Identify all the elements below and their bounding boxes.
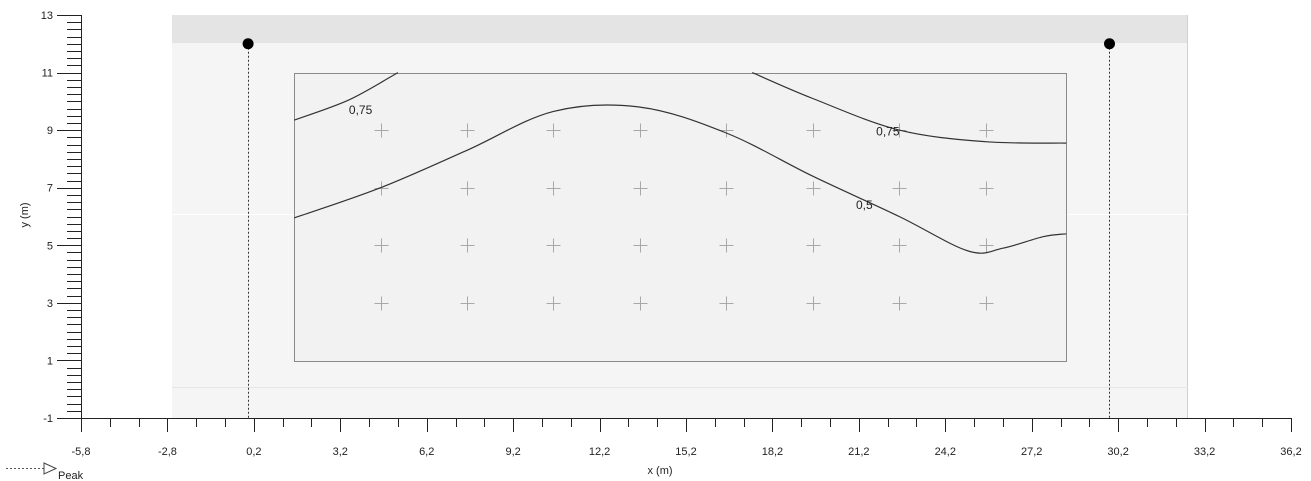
x-tick-label: 30,2: [1107, 446, 1128, 458]
y-tick-label: -1: [43, 413, 53, 425]
axes: -5,8 -2,8 0,2 3,2 6,2 9,2 12,2 15,2 18,2 21,2 24,2…: [41, 10, 1302, 458]
luminaire-0: [242, 38, 254, 50]
grid-point: [719, 296, 734, 311]
x-tick-label: 36,2: [1280, 446, 1301, 458]
grid-point: [546, 296, 561, 311]
grid-point: [979, 181, 994, 196]
x-tick-label: 18,2: [762, 446, 783, 458]
grid-point: [374, 181, 389, 196]
grid-point: [979, 296, 994, 311]
grid-point: [374, 296, 389, 311]
grid-point: [979, 238, 994, 253]
grid-point: [892, 296, 907, 311]
grid-point: [460, 181, 475, 196]
grid-point: [633, 123, 648, 138]
x-tick-label: 6,2: [419, 446, 434, 458]
grid-point: [892, 238, 907, 253]
y-tick-label: 5: [47, 240, 53, 252]
y-tick-label: 11: [42, 68, 53, 80]
isoline-0: [293, 72, 399, 121]
grid-point: [719, 238, 734, 253]
grid-point: [892, 181, 907, 196]
y-tick-label: 13: [41, 10, 53, 22]
x-tick-label: 12,2: [589, 446, 610, 458]
x-tick-label: 15,2: [675, 446, 696, 458]
grid-point: [806, 181, 821, 196]
grid-point: [460, 238, 475, 253]
isoline-1: [294, 104, 1067, 254]
y-axis-label: y (m): [19, 202, 31, 227]
grid-point: [719, 181, 734, 196]
calculation-grid-points: [374, 123, 994, 311]
x-axis-label: x (m): [647, 465, 672, 477]
calculation-area: [294, 73, 1067, 362]
x-tick-label: -2,8: [158, 446, 177, 458]
grid-point: [460, 296, 475, 311]
isolines: 0,75 0,5 0,75: [293, 72, 1067, 254]
x-tick-label: -5,8: [72, 446, 91, 458]
isoline-label-1: 0,5: [856, 198, 873, 212]
grid-point: [806, 123, 821, 138]
peak-arrow-icon: [43, 462, 58, 475]
x-tick-label: 0,2: [246, 446, 261, 458]
isoline-label-0: 0,75: [349, 103, 373, 117]
grid-point: [633, 181, 648, 196]
room-top-band: [172, 15, 1188, 43]
grid-point: [374, 238, 389, 253]
grid-point: [374, 123, 389, 138]
grid-point: [546, 123, 561, 138]
grid-point: [460, 123, 475, 138]
x-tick-label: 21,2: [848, 446, 869, 458]
legend: Peak: [6, 462, 84, 481]
y-tick-label: 3: [47, 298, 53, 310]
x-tick-label: 33,2: [1194, 446, 1215, 458]
x-tick-label: 9,2: [505, 446, 520, 458]
grid-point: [633, 296, 648, 311]
grid-point: [633, 238, 648, 253]
y-tick-label: 7: [47, 183, 53, 195]
legend-peak-label: Peak: [58, 470, 84, 481]
grid-point: [806, 238, 821, 253]
grid-point: [719, 123, 734, 138]
grid-point: [546, 238, 561, 253]
luminaires: [242, 38, 1115, 418]
y-tick-label: 9: [47, 125, 53, 137]
isoline-label-2: 0,75: [876, 125, 900, 139]
x-tick-label: 24,2: [935, 446, 956, 458]
y-tick-label: 1: [47, 355, 53, 367]
grid-point: [806, 296, 821, 311]
x-tick-label: 27,2: [1021, 446, 1042, 458]
grid-point: [979, 123, 994, 138]
grid-point: [546, 181, 561, 196]
x-tick-label: 3,2: [333, 446, 348, 458]
luminaire-1: [1104, 38, 1115, 50]
isoline-2: [752, 72, 1067, 144]
